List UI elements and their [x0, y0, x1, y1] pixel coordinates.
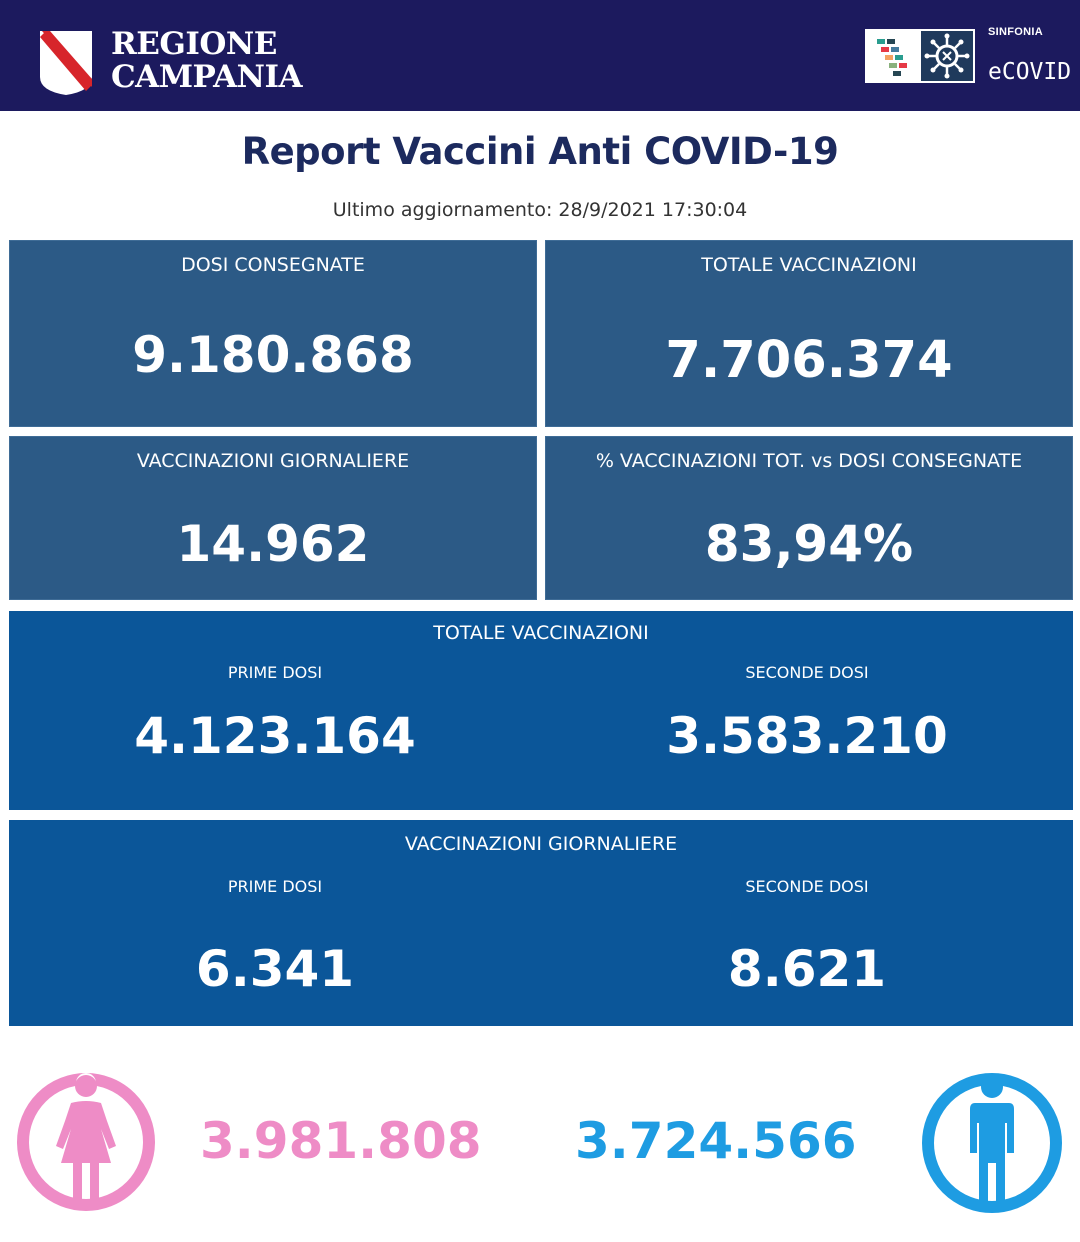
prime-dosi-value: 4.123.164 [134, 707, 416, 765]
card-value: 9.180.868 [132, 326, 414, 384]
seconde-dosi-label: SECONDE DOSI [745, 663, 869, 682]
page-title: Report Vaccini Anti COVID-19 [241, 130, 839, 173]
panel-vaccinazioni-giornaliere-dosi: VACCINAZIONI GIORNALIERE PRIME DOSI SECO… [9, 820, 1073, 1026]
card-label: VACCINAZIONI GIORNALIERE [136, 450, 410, 472]
card-value: 14.962 [176, 515, 370, 573]
header-bar: REGIONE CAMPANIA [0, 0, 1080, 111]
card-label: % VACCINAZIONI TOT. vs DOSI CONSEGNATE [595, 450, 1023, 472]
panel-label: TOTALE VACCINAZIONI [433, 622, 649, 644]
card-label: DOSI CONSEGNATE [181, 254, 365, 276]
virus-icon [921, 31, 973, 81]
card-value: 83,94% [704, 515, 914, 573]
panel-totale-vaccinazioni-dosi: TOTALE VACCINAZIONI PRIME DOSI SECONDE D… [9, 611, 1073, 810]
ecovid-label: eCOVID [988, 59, 1072, 85]
card-value: 7.706.374 [665, 331, 953, 390]
prime-dosi-value: 6.341 [195, 940, 355, 998]
seconde-dosi-label: SECONDE DOSI [745, 877, 869, 896]
region-name-line1: REGIONE [111, 26, 277, 62]
seconde-dosi-value: 3.583.210 [666, 707, 948, 765]
seconde-dosi-value: 8.621 [727, 940, 887, 998]
female-person-icon [17, 1073, 155, 1211]
card-dosi-consegnate: DOSI CONSEGNATE 9.180.868 [9, 240, 537, 427]
sinfonia-mosaic-icon [867, 31, 919, 81]
panel-label: VACCINAZIONI GIORNALIERE [404, 833, 678, 855]
sinfonia-logo [865, 29, 975, 83]
sinfonia-label: SINFONIA [988, 26, 1043, 38]
card-totale-vaccinazioni: TOTALE VACCINAZIONI 7.706.374 [545, 240, 1073, 427]
card-percentuale-vaccinazioni: % VACCINAZIONI TOT. vs DOSI CONSEGNATE 8… [545, 436, 1073, 600]
region-name-line2: CAMPANIA [111, 59, 303, 95]
region-name: REGIONE CAMPANIA [111, 26, 303, 95]
male-vaccinations-value: 3.724.566 [575, 1112, 857, 1170]
card-label: TOTALE VACCINAZIONI [701, 254, 917, 276]
last-update-timestamp: Ultimo aggiornamento: 28/9/2021 17:30:04 [332, 199, 748, 221]
prime-dosi-label: PRIME DOSI [227, 663, 323, 682]
prime-dosi-label: PRIME DOSI [227, 877, 323, 896]
female-vaccinations-value: 3.981.808 [200, 1112, 482, 1170]
male-person-icon [922, 1073, 1062, 1213]
regione-campania-shield-icon [40, 31, 92, 95]
card-vaccinazioni-giornaliere: VACCINAZIONI GIORNALIERE 14.962 [9, 436, 537, 600]
